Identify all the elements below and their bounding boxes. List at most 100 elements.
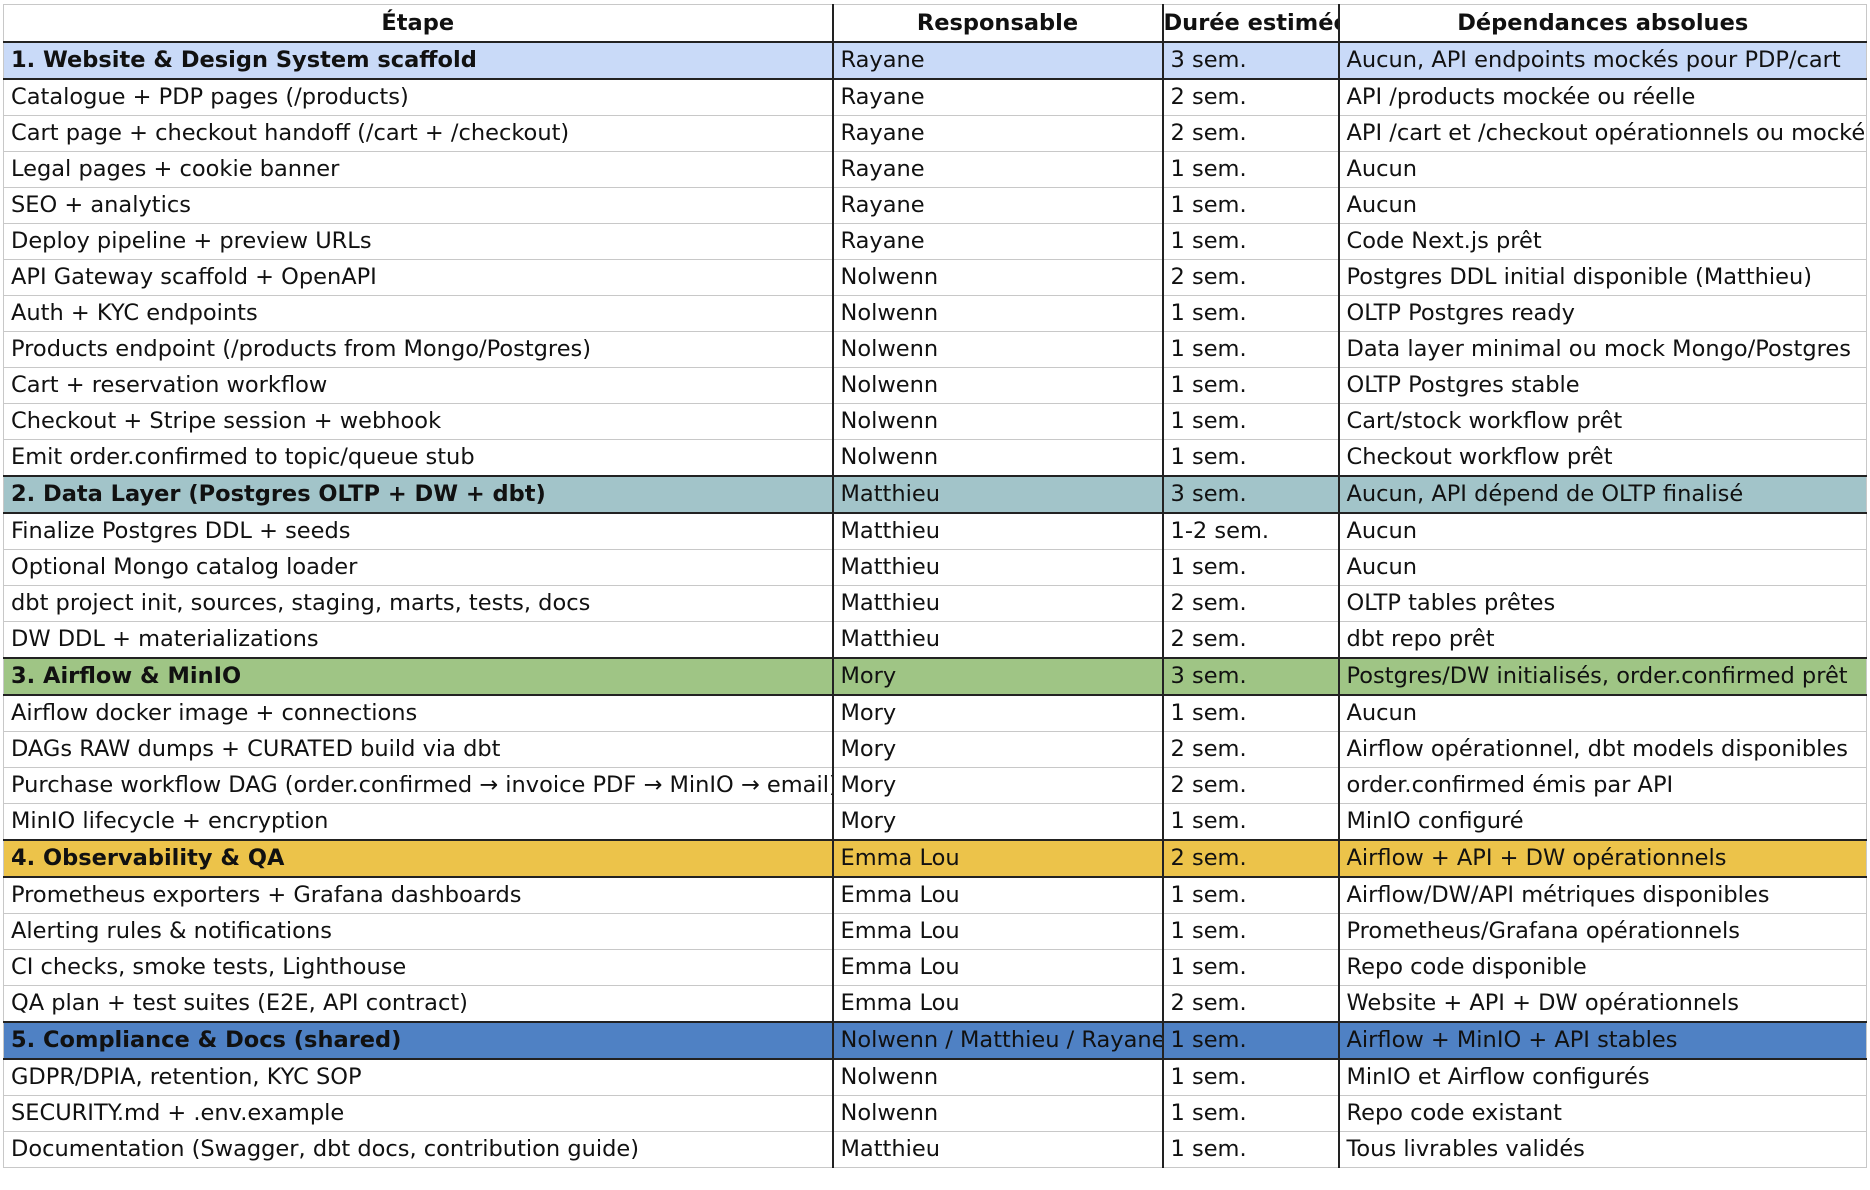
cell-responsable[interactable]: Rayane: [832, 41, 1164, 80]
cell-etape[interactable]: DW DDL + materializations: [3, 621, 834, 659]
cell-etape[interactable]: 5. Compliance & Docs (shared): [3, 1021, 834, 1060]
cell-dependances[interactable]: Cart/stock workflow prêt: [1338, 403, 1867, 440]
cell-duree[interactable]: 2 sem.: [1162, 115, 1340, 152]
cell-responsable[interactable]: Rayane: [832, 115, 1164, 152]
cell-etape[interactable]: Finalize Postgres DDL + seeds: [3, 512, 834, 550]
cell-dependances[interactable]: Data layer minimal ou mock Mongo/Postgre…: [1338, 331, 1867, 368]
cell-etape[interactable]: SECURITY.md + .env.example: [3, 1095, 834, 1132]
cell-responsable[interactable]: Rayane: [832, 78, 1164, 116]
cell-dependances[interactable]: Aucun: [1338, 549, 1867, 586]
cell-responsable[interactable]: Emma Lou: [832, 985, 1164, 1023]
cell-duree[interactable]: 1 sem.: [1162, 876, 1340, 914]
cell-responsable[interactable]: Nolwenn: [832, 331, 1164, 368]
cell-dependances[interactable]: Aucun: [1338, 187, 1867, 224]
cell-duree[interactable]: 1 sem.: [1162, 694, 1340, 732]
cell-dependances[interactable]: order.confirmed émis par API: [1338, 767, 1867, 804]
cell-dependances[interactable]: Airflow + API + DW opérationnels: [1338, 839, 1867, 878]
cell-responsable[interactable]: Mory: [832, 731, 1164, 768]
cell-duree[interactable]: 2 sem.: [1162, 78, 1340, 116]
cell-responsable[interactable]: Emma Lou: [832, 913, 1164, 950]
cell-duree[interactable]: 1 sem.: [1162, 151, 1340, 188]
cell-etape[interactable]: SEO + analytics: [3, 187, 834, 224]
cell-etape[interactable]: Airflow docker image + connections: [3, 694, 834, 732]
cell-responsable[interactable]: Emma Lou: [832, 949, 1164, 986]
cell-dependances[interactable]: Aucun, API dépend de OLTP finalisé: [1338, 475, 1867, 514]
cell-dependances[interactable]: Checkout workflow prêt: [1338, 439, 1867, 477]
cell-etape[interactable]: API Gateway scaffold + OpenAPI: [3, 259, 834, 296]
cell-responsable[interactable]: Emma Lou: [832, 839, 1164, 878]
cell-dependances[interactable]: Aucun, API endpoints mockés pour PDP/car…: [1338, 41, 1867, 80]
cell-etape[interactable]: Prometheus exporters + Grafana dashboard…: [3, 876, 834, 914]
cell-duree[interactable]: 1 sem.: [1162, 187, 1340, 224]
cell-dependances[interactable]: Repo code existant: [1338, 1095, 1867, 1132]
header-duree[interactable]: Durée estimée: [1162, 4, 1340, 43]
cell-dependances[interactable]: Website + API + DW opérationnels: [1338, 985, 1867, 1023]
cell-duree[interactable]: 1 sem.: [1162, 367, 1340, 404]
cell-etape[interactable]: QA plan + test suites (E2E, API contract…: [3, 985, 834, 1023]
cell-responsable[interactable]: Mory: [832, 767, 1164, 804]
cell-responsable[interactable]: Rayane: [832, 223, 1164, 260]
cell-responsable[interactable]: Matthieu: [832, 1131, 1164, 1168]
cell-etape[interactable]: dbt project init, sources, staging, mart…: [3, 585, 834, 622]
cell-duree[interactable]: 3 sem.: [1162, 41, 1340, 80]
cell-dependances[interactable]: MinIO et Airflow configurés: [1338, 1058, 1867, 1096]
cell-dependances[interactable]: OLTP tables prêtes: [1338, 585, 1867, 622]
cell-duree[interactable]: 2 sem.: [1162, 985, 1340, 1023]
cell-responsable[interactable]: Nolwenn / Matthieu / Rayane: [832, 1021, 1164, 1060]
cell-etape[interactable]: CI checks, smoke tests, Lighthouse: [3, 949, 834, 986]
cell-dependances[interactable]: OLTP Postgres stable: [1338, 367, 1867, 404]
cell-duree[interactable]: 1 sem.: [1162, 295, 1340, 332]
header-responsable[interactable]: Responsable: [832, 4, 1164, 43]
cell-dependances[interactable]: Code Next.js prêt: [1338, 223, 1867, 260]
cell-etape[interactable]: 3. Airflow & MinIO: [3, 657, 834, 696]
cell-responsable[interactable]: Nolwenn: [832, 1095, 1164, 1132]
header-etape[interactable]: Étape: [3, 4, 834, 43]
cell-etape[interactable]: Auth + KYC endpoints: [3, 295, 834, 332]
cell-responsable[interactable]: Mory: [832, 803, 1164, 841]
cell-duree[interactable]: 2 sem.: [1162, 621, 1340, 659]
cell-duree[interactable]: 2 sem.: [1162, 839, 1340, 878]
cell-duree[interactable]: 1 sem.: [1162, 913, 1340, 950]
cell-responsable[interactable]: Matthieu: [832, 475, 1164, 514]
cell-responsable[interactable]: Matthieu: [832, 585, 1164, 622]
cell-dependances[interactable]: Aucun: [1338, 151, 1867, 188]
cell-responsable[interactable]: Nolwenn: [832, 259, 1164, 296]
cell-dependances[interactable]: Aucun: [1338, 512, 1867, 550]
cell-etape[interactable]: DAGs RAW dumps + CURATED build via dbt: [3, 731, 834, 768]
cell-etape[interactable]: GDPR/DPIA, retention, KYC SOP: [3, 1058, 834, 1096]
cell-responsable[interactable]: Nolwenn: [832, 1058, 1164, 1096]
cell-duree[interactable]: 2 sem.: [1162, 731, 1340, 768]
cell-duree[interactable]: 1 sem.: [1162, 949, 1340, 986]
cell-responsable[interactable]: Nolwenn: [832, 295, 1164, 332]
cell-responsable[interactable]: Matthieu: [832, 512, 1164, 550]
cell-etape[interactable]: 1. Website & Design System scaffold: [3, 41, 834, 80]
cell-duree[interactable]: 3 sem.: [1162, 657, 1340, 696]
cell-etape[interactable]: Deploy pipeline + preview URLs: [3, 223, 834, 260]
cell-etape[interactable]: Cart page + checkout handoff (/cart + /c…: [3, 115, 834, 152]
cell-etape[interactable]: Cart + reservation workflow: [3, 367, 834, 404]
cell-duree[interactable]: 1 sem.: [1162, 1021, 1340, 1060]
cell-dependances[interactable]: OLTP Postgres ready: [1338, 295, 1867, 332]
cell-responsable[interactable]: Matthieu: [832, 549, 1164, 586]
cell-dependances[interactable]: API /cart et /checkout opérationnels ou …: [1338, 115, 1867, 152]
cell-etape[interactable]: Purchase workflow DAG (order.confirmed →…: [3, 767, 834, 804]
cell-duree[interactable]: 1 sem.: [1162, 331, 1340, 368]
cell-etape[interactable]: Products endpoint (/products from Mongo/…: [3, 331, 834, 368]
cell-duree[interactable]: 1 sem.: [1162, 1058, 1340, 1096]
cell-dependances[interactable]: dbt repo prêt: [1338, 621, 1867, 659]
cell-dependances[interactable]: Airflow + MinIO + API stables: [1338, 1021, 1867, 1060]
cell-duree[interactable]: 1 sem.: [1162, 403, 1340, 440]
cell-duree[interactable]: 2 sem.: [1162, 585, 1340, 622]
cell-duree[interactable]: 1 sem.: [1162, 1131, 1340, 1168]
cell-dependances[interactable]: Aucun: [1338, 694, 1867, 732]
cell-dependances[interactable]: Postgres/DW initialisés, order.confirmed…: [1338, 657, 1867, 696]
cell-duree[interactable]: 3 sem.: [1162, 475, 1340, 514]
cell-dependances[interactable]: API /products mockée ou réelle: [1338, 78, 1867, 116]
cell-etape[interactable]: Alerting rules & notifications: [3, 913, 834, 950]
cell-responsable[interactable]: Nolwenn: [832, 367, 1164, 404]
header-dependances[interactable]: Dépendances absolues: [1338, 4, 1867, 43]
cell-dependances[interactable]: Tous livrables validés: [1338, 1131, 1867, 1168]
cell-responsable[interactable]: Emma Lou: [832, 876, 1164, 914]
cell-etape[interactable]: Catalogue + PDP pages (/products): [3, 78, 834, 116]
cell-responsable[interactable]: Rayane: [832, 151, 1164, 188]
